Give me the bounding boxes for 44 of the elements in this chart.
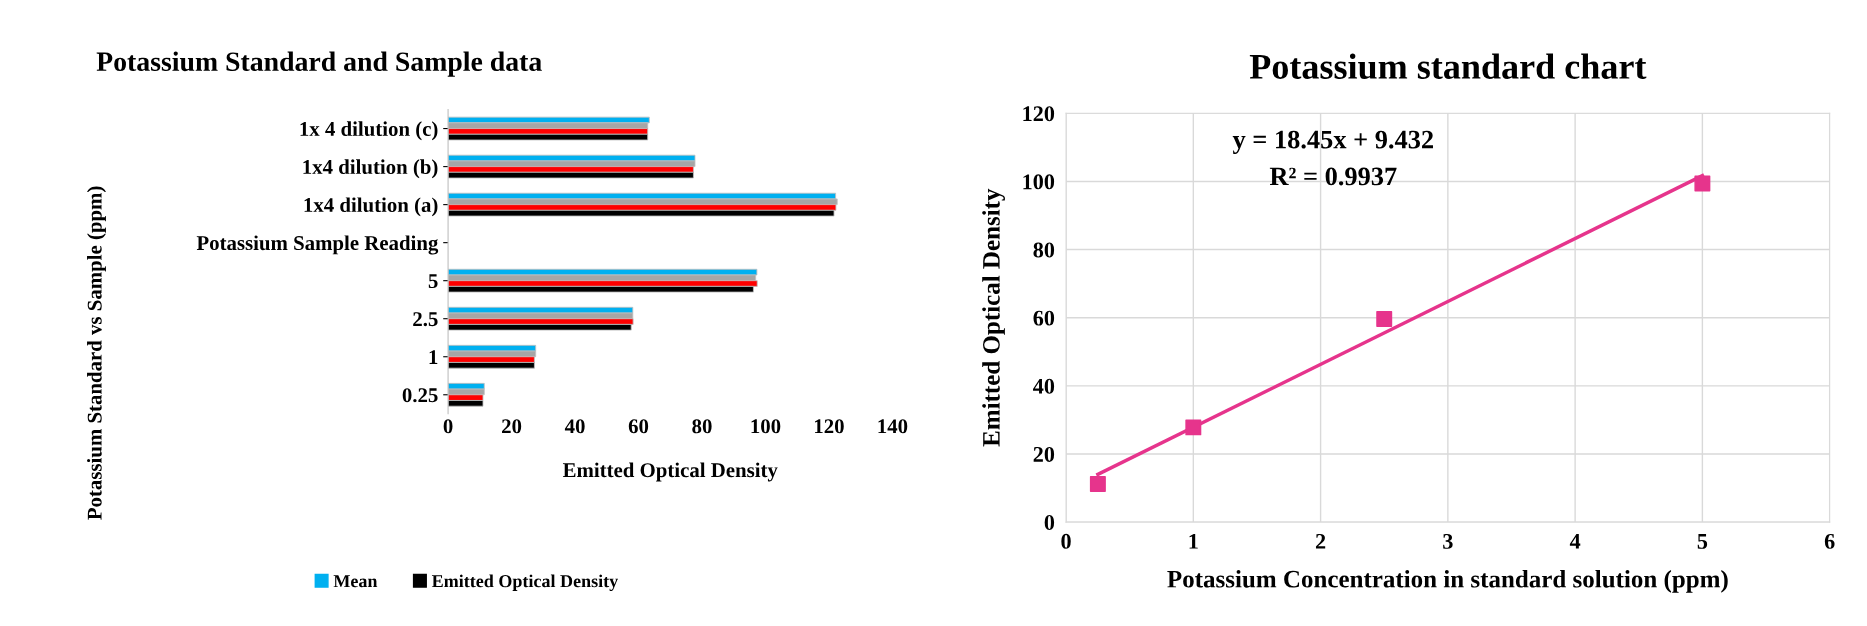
y-tick-label: 60 — [1033, 310, 1055, 326]
annotation: y = 18.45x + 9.432 — [1232, 130, 1433, 154]
x-axis-title: Emitted Optical Density — [562, 462, 778, 482]
x-tick-label: 140 — [878, 419, 908, 434]
y-tick-label: 0 — [1044, 515, 1055, 531]
point — [1694, 175, 1711, 192]
x-tick-label: 40 — [564, 419, 585, 434]
y-tick-label: 1x4 dilution (a) — [304, 197, 438, 217]
x-tick-label: 20 — [502, 419, 522, 434]
y-tick-label: 1x 4 dilution (c) — [300, 121, 438, 141]
legend-label: Emitted Optical Density — [431, 574, 619, 591]
x-tick-label: 2 — [1315, 533, 1326, 549]
y-tick-label: Potassium Sample Reading — [196, 235, 439, 255]
y-tick-label: 20 — [1033, 446, 1055, 462]
x-tick-label: 0 — [443, 419, 453, 434]
chart-title: Potassium Standard and Sample data — [96, 51, 542, 77]
x-tick-label: 4 — [1569, 533, 1581, 549]
y-tick-label: 100 — [1023, 174, 1055, 190]
x-tick-label: 0 — [1061, 533, 1071, 549]
x-tick-label: 80 — [692, 419, 712, 434]
y-tick-label: 40 — [1033, 378, 1055, 394]
y-tick-label: 80 — [1033, 242, 1055, 258]
y-axis-title: Emitted Optical Density — [982, 188, 1005, 447]
y-tick-label: 1x4 dilution (b) — [303, 159, 438, 179]
x-tick-label: 6 — [1824, 533, 1835, 549]
x-tick-label: 5 — [1697, 534, 1708, 549]
x-tick-label: 60 — [628, 419, 649, 434]
point — [1089, 475, 1106, 492]
x-axis-title: Potassium Concentration in standard solution (ppm) — [1167, 570, 1728, 593]
x-tick-label: 1 — [1189, 533, 1198, 549]
x-tick-label: 100 — [751, 419, 781, 434]
y-tick-label: 5 — [428, 274, 438, 289]
y-tick-label: 2.5 — [413, 312, 438, 327]
chart-title: Potassium standard chart — [1249, 53, 1647, 80]
x-tick-label: 3 — [1443, 533, 1453, 549]
x-tick-label: 120 — [814, 419, 844, 434]
legend-label: Mean — [333, 575, 378, 588]
y-tick-label: 1 — [429, 350, 438, 364]
y-tick-label: 0.25 — [402, 388, 438, 403]
point — [1376, 311, 1393, 328]
point — [1185, 419, 1202, 436]
y-tick-label: 120 — [1023, 106, 1055, 122]
annotation: R² = 0.9937 — [1269, 167, 1397, 186]
y-axis-title: Potassium Standard vs Sample (ppm) — [87, 186, 106, 520]
